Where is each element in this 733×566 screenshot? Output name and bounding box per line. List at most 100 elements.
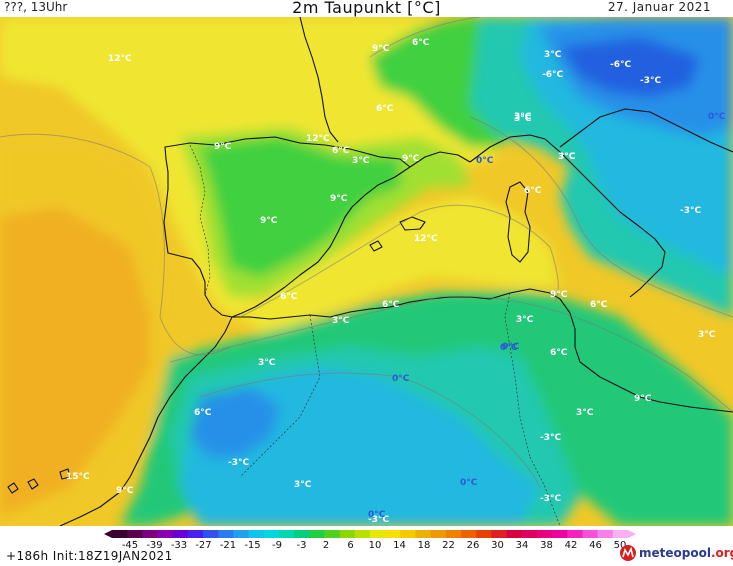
colorbar-tick-label: 2 — [323, 540, 329, 550]
colorbar-swatch — [354, 530, 371, 538]
colorbar-swatch — [142, 530, 159, 538]
contour-label: 6°C — [412, 38, 430, 48]
contour-line — [0, 133, 231, 356]
colorbar-tick-label: -9 — [272, 540, 282, 550]
contour-label: 0°C — [502, 342, 520, 352]
coastlines — [7, 17, 733, 526]
colorbar-swatch — [567, 530, 583, 538]
border-algeria-libya — [529, 456, 561, 526]
contour-label: 12°C — [414, 234, 438, 244]
colorbar-swatch — [172, 530, 189, 538]
colorbar-tick-label: 50 — [614, 540, 627, 550]
colorbar-tick-label: -3 — [297, 540, 307, 550]
colorbar-swatch — [233, 530, 250, 538]
contour-label: 3°C — [514, 114, 532, 124]
logo-main-text: meteopool — [639, 546, 711, 560]
colorbar-swatch — [263, 530, 280, 538]
colorbar-tick-label: 14 — [393, 540, 406, 550]
colorbar-tick-label: -39 — [146, 540, 162, 550]
colorbar-swatch — [278, 530, 295, 538]
contour-label: 3°C — [558, 152, 576, 162]
colorbar-legend: -45 -39 -33 -27 -21 -15 -9 -3 2 6 10 14 18 22 26 30 34 38… — [104, 530, 636, 550]
contour-line — [199, 372, 541, 488]
contour-label: 0°C — [708, 112, 726, 122]
contour-label: -3°C — [540, 433, 561, 443]
contour-label: 9°C — [402, 154, 420, 164]
colorbar-swatch — [309, 530, 325, 538]
colorbar-tick-labels: -45 -39 -33 -27 -21 -15 -9 -3 2 6 10 14 18 22 26 30 34 38… — [122, 540, 627, 550]
contour-lines — [0, 17, 733, 488]
contour-line — [469, 116, 733, 318]
contour-label: 0°C — [500, 343, 518, 353]
colorbar-swatch — [248, 530, 265, 538]
contour-label: 3°C — [576, 408, 594, 418]
colorbar-swatch — [415, 530, 432, 538]
colorbar-swatch — [157, 530, 174, 538]
contour-label: 9°C — [550, 290, 568, 300]
logo-icon — [620, 545, 636, 561]
colorbar-swatches — [104, 530, 636, 538]
colorbar-tick-label: -45 — [122, 540, 138, 550]
colorbar-swatch — [203, 530, 219, 538]
contour-label: 3°C — [516, 315, 534, 325]
colorbar-swatch — [521, 530, 538, 538]
contour-label: 3°C — [352, 156, 370, 166]
map-footer: -45 -39 -33 -27 -21 -15 -9 -3 2 6 10 14 18 22 26 30 34 38… — [0, 526, 733, 566]
run-time-label: ???, 13Uhr — [4, 0, 68, 14]
contour-label: 0°C — [392, 374, 410, 384]
colorbar-swatch — [461, 530, 477, 538]
contour-label: 6°C — [550, 348, 568, 358]
colorbar-swatch — [552, 530, 568, 538]
logo-text: meteopool.org — [639, 546, 733, 560]
colorbar-tick-label: -27 — [195, 540, 211, 550]
contour-label: 0°C — [476, 156, 494, 166]
coast-north-africa — [232, 288, 733, 413]
colorbar-tick-label: 30 — [491, 540, 504, 550]
colorbar-swatch — [445, 530, 462, 538]
contour-label: 6°C — [376, 104, 394, 114]
field-green-iberia — [200, 137, 400, 277]
contour-label: -3°C — [368, 515, 389, 525]
colorbar-tick-label: 34 — [516, 540, 529, 550]
dewpoint-map[interactable]: 12°C9°C6°C6°C12°C9°C 6°C3°C 9°C 0°C9°C9°C12… — [0, 17, 733, 526]
colorbar-tick-label: 22 — [442, 540, 455, 550]
colorbar-swatch — [385, 530, 401, 538]
colorbar-tick-label: 38 — [540, 540, 553, 550]
contour-label: 6°C — [524, 186, 542, 196]
coast-italy — [469, 134, 666, 298]
border-algeria-tunisia — [504, 292, 531, 458]
colorbar-tick-label: 6 — [347, 540, 353, 550]
contour-label: 3°C — [544, 50, 562, 60]
dewpoint-field: 12°C9°C6°C6°C12°C9°C 6°C3°C 9°C 0°C9°C9°C12… — [0, 17, 733, 526]
coast-france — [299, 17, 471, 168]
contour-label: 6°C — [280, 292, 298, 302]
coast-iberia — [163, 136, 411, 318]
contour-label: 6°C — [382, 300, 400, 310]
field-yellow-sea — [240, 197, 560, 332]
contour-label: 15°C — [66, 472, 90, 482]
colorbar-swatch — [187, 530, 204, 538]
colorbar-swatch — [582, 530, 599, 538]
logo-tld-text: .org — [710, 546, 733, 560]
valid-date-label: 27. Januar 2021 — [607, 0, 711, 14]
colorbar-max-arrow — [628, 530, 636, 538]
meteopool-logo[interactable]: meteopool.org — [619, 544, 733, 564]
contour-label: 9°C — [116, 486, 134, 496]
border-algeria-morocco — [239, 314, 321, 478]
contour-line — [239, 204, 559, 318]
field-deep-blue-east — [560, 37, 700, 97]
contour-label: 9°C — [214, 142, 232, 152]
contour-label: -3°C — [680, 206, 701, 216]
contour-line — [369, 17, 481, 58]
contour-label: -6°C — [542, 70, 563, 80]
colorbar-swatch — [324, 530, 341, 538]
coast-adriatic — [559, 108, 733, 153]
contour-label: -3°C — [540, 494, 561, 504]
contour-label: 0°C — [460, 478, 478, 488]
contour-line — [169, 295, 733, 413]
coast-corsica-sardinia — [505, 181, 531, 263]
coast-morocco-atlantic — [59, 316, 233, 526]
forecast-info: +186h Init:18Z19JAN2021 — [6, 549, 173, 563]
colorbar-swatch — [597, 530, 614, 538]
map-header: ???, 13Uhr 2m Taupunkt [°C] 27. Januar 2… — [0, 0, 733, 18]
